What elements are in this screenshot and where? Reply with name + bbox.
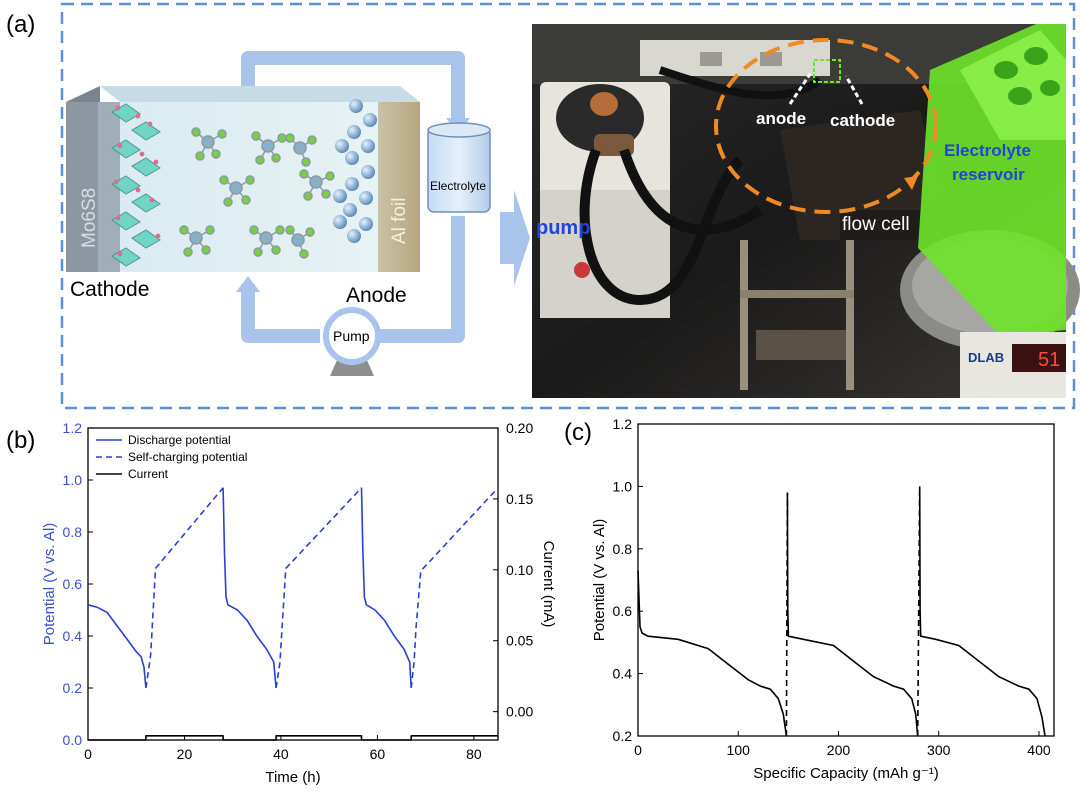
photo-anode-label: anode [756, 109, 806, 128]
panel-b-label: (b) [6, 427, 35, 454]
y-tick-label: 1.0 [63, 472, 83, 488]
electrolyte-molecules [179, 127, 335, 259]
legend-entry: Discharge potential [128, 433, 231, 447]
series-line-series-1 [785, 492, 789, 737]
x-tick-label: 20 [177, 746, 193, 762]
panel-c-label: (c) [564, 419, 592, 446]
y-right-tick-label: 0.10 [506, 562, 533, 578]
series-line-self-charging-potential [410, 487, 499, 689]
anode-label: Anode [346, 284, 407, 307]
y-tick-label: 0.8 [63, 524, 83, 540]
electrolyte-label: Electrolyte [430, 179, 486, 193]
x-tick-label: 300 [927, 742, 951, 758]
cell-green-marker [813, 59, 841, 83]
x-tick-label: 80 [466, 746, 482, 762]
cathode-label: Cathode [70, 278, 149, 301]
flow-arrow-up [236, 276, 260, 292]
al-ions [333, 99, 377, 243]
display-brand: DLAB [968, 350, 1004, 365]
electrolyte-jar [427, 122, 491, 213]
y-right-tick-label: 0.00 [506, 704, 533, 720]
photo-reservoir-label-1: Electrolyte [944, 141, 1031, 160]
legend-entry: Self-charging potential [128, 450, 247, 464]
series-line-series-0 [918, 486, 1046, 737]
series-line-discharge-potential [87, 604, 147, 689]
x-tick-label: 400 [1027, 742, 1051, 758]
electrode-arrows [788, 73, 864, 105]
cathode-crystal [111, 103, 161, 267]
y-right-tick-label: 0.05 [506, 633, 533, 649]
cathode-material-label: Mo6S8 [79, 188, 100, 248]
x-tick-label: 40 [273, 746, 289, 762]
series-line-self-charging-potential [145, 487, 224, 689]
series-line-series-0 [786, 492, 919, 737]
x-tick-label: 200 [827, 742, 851, 758]
x-tick-label: 0 [634, 742, 642, 758]
y-tick-label: 1.2 [63, 420, 83, 436]
photo-pump-label: pump [536, 217, 590, 239]
y-right-tick-label: 0.20 [506, 420, 533, 436]
photo-flow-cell-label: flow cell [842, 214, 910, 235]
x-tick-label: 60 [370, 746, 386, 762]
y-tick-label: 0.8 [613, 541, 633, 557]
photo-cathode-label: cathode [830, 111, 895, 130]
x-tick-label: 0 [84, 746, 92, 762]
panel-a-border [60, 2, 1076, 410]
y-tick-label: 0.2 [63, 680, 83, 696]
y-tick-label: 0.4 [63, 628, 83, 644]
pump-label: Pump [333, 328, 370, 344]
panel-a-label: (a) [6, 11, 35, 38]
photo-reservoir-label-2: reservoir [952, 165, 1025, 184]
y-axis-label: Potential (V vs. Al) [41, 523, 58, 646]
y-axis-label: Potential (V vs. Al) [591, 519, 608, 642]
y-tick-label: 1.2 [613, 416, 633, 432]
y-right-tick-label: 0.15 [506, 491, 533, 507]
plot-frame [637, 423, 1055, 737]
series-line-discharge-potential [222, 487, 277, 689]
y-tick-label: 1.0 [613, 478, 633, 494]
y-tick-label: 0.0 [63, 732, 83, 748]
chart-c: 0 100 200 300 400 0.2 0.4 0.6 0.8 1.0 1.2 Specific … [591, 416, 1055, 782]
chart-b: 0 20 40 60 80 0.0 0.2 0.4 0.6 0.8 1.0 1.2 0.00 0.05 0.… [41, 420, 557, 786]
panel-a-arrow-icon [500, 190, 530, 286]
anode-material-label: Al foil [389, 198, 410, 244]
display-readout: 51 [1038, 349, 1060, 371]
series-line-current [88, 734, 498, 741]
series-line-discharge-potential [360, 487, 412, 689]
flow-loop [241, 51, 465, 343]
series-line-series-0 [637, 570, 788, 737]
x-tick-label: 100 [727, 742, 751, 758]
y-tick-label: 0.4 [613, 666, 633, 682]
series-line-self-charging-potential [275, 487, 363, 689]
series-line-series-1 [916, 486, 921, 737]
setup-photo [532, 24, 1080, 398]
y-tick-label: 0.2 [613, 728, 633, 744]
y-tick-label: 0.6 [613, 603, 633, 619]
orange-arrow-icon [904, 176, 918, 190]
x-axis-label: Specific Capacity (mAh g⁻¹) [753, 765, 938, 782]
y-right-axis-label: Current (mA) [540, 541, 557, 628]
flow-cell-highlight [714, 38, 938, 214]
x-axis-label: Time (h) [265, 769, 320, 786]
pump-symbol [323, 307, 381, 376]
legend-entry: Current [128, 467, 169, 481]
y-tick-label: 0.6 [63, 576, 83, 592]
